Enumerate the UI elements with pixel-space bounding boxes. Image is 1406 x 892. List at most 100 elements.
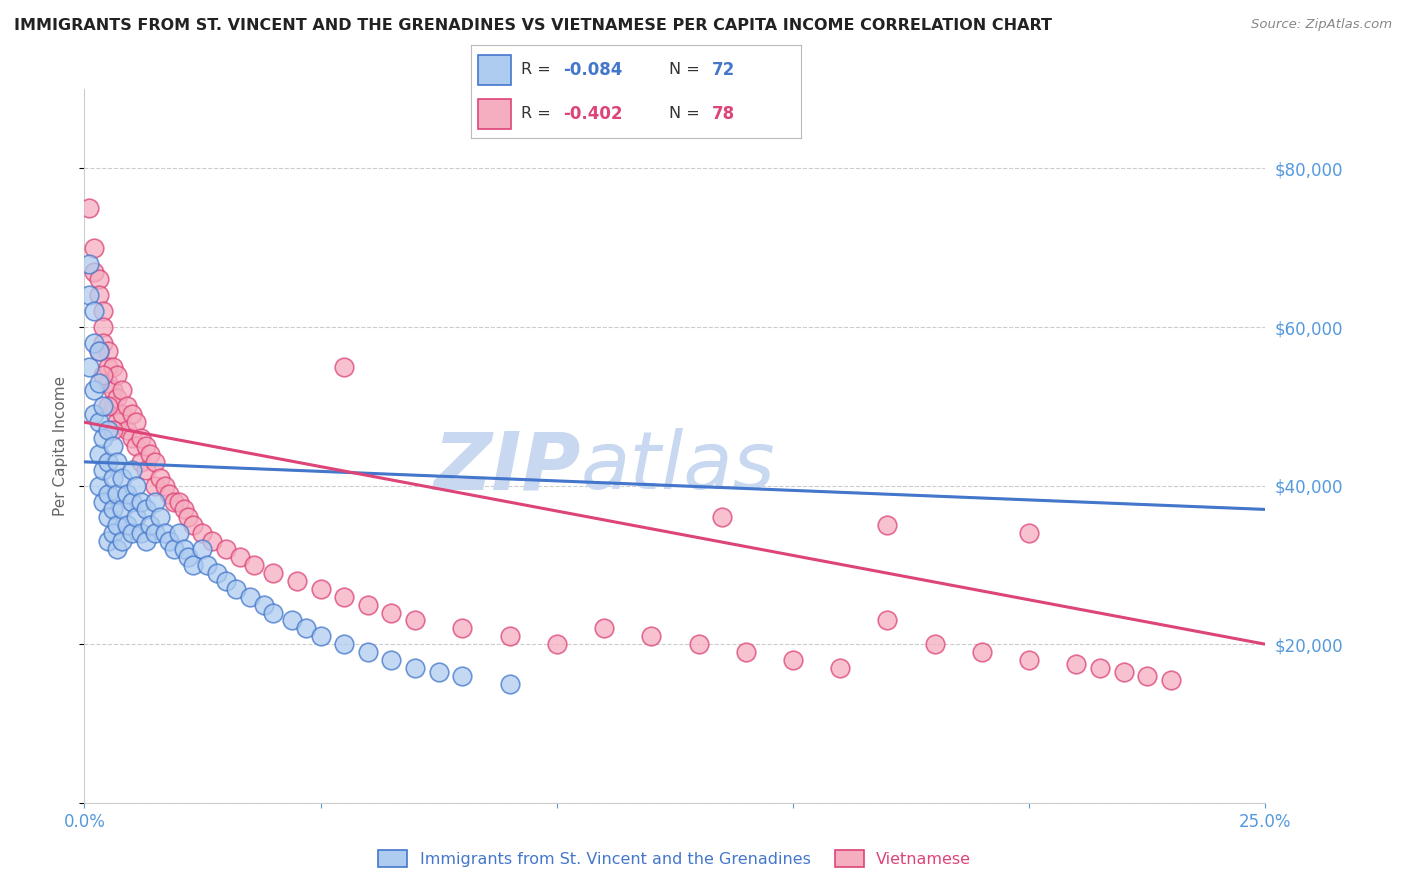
Point — [87, 288, 110, 302]
Point — [177, 510, 200, 524]
Point — [121, 494, 143, 508]
Text: R =: R = — [520, 106, 555, 121]
Point — [91, 368, 114, 382]
Point — [1112, 665, 1135, 679]
Point — [97, 534, 120, 549]
Point — [101, 502, 124, 516]
Point — [77, 201, 100, 215]
Point — [125, 415, 148, 429]
Point — [157, 534, 180, 549]
Point — [87, 447, 110, 461]
Point — [121, 463, 143, 477]
Point — [357, 645, 380, 659]
Point — [111, 534, 134, 549]
Point — [688, 637, 710, 651]
Point — [111, 407, 134, 421]
Point — [285, 574, 308, 588]
Point — [87, 272, 110, 286]
Point — [498, 629, 520, 643]
Point — [163, 494, 186, 508]
Point — [143, 478, 166, 492]
Legend: Immigrants from St. Vincent and the Grenadines, Vietnamese: Immigrants from St. Vincent and the Gren… — [373, 843, 977, 873]
Point — [404, 661, 426, 675]
Point — [125, 478, 148, 492]
Point — [262, 566, 284, 580]
Text: atlas: atlas — [581, 428, 775, 507]
Point — [107, 392, 129, 406]
Bar — [478, 55, 510, 85]
Point — [91, 320, 114, 334]
Point — [640, 629, 662, 643]
Point — [153, 526, 176, 541]
Point — [173, 502, 195, 516]
Point — [309, 582, 332, 596]
Point — [97, 510, 120, 524]
Point — [91, 400, 114, 414]
Point — [91, 335, 114, 350]
Text: IMMIGRANTS FROM ST. VINCENT AND THE GRENADINES VS VIETNAMESE PER CAPITA INCOME C: IMMIGRANTS FROM ST. VINCENT AND THE GREN… — [14, 18, 1052, 33]
Text: Source: ZipAtlas.com: Source: ZipAtlas.com — [1251, 18, 1392, 31]
Point — [1088, 661, 1111, 675]
Point — [404, 614, 426, 628]
Point — [498, 677, 520, 691]
Text: 78: 78 — [713, 105, 735, 123]
Point — [229, 549, 252, 564]
Point — [97, 376, 120, 390]
Point — [157, 486, 180, 500]
Point — [129, 455, 152, 469]
Point — [87, 415, 110, 429]
Point — [139, 518, 162, 533]
Point — [1160, 673, 1182, 687]
Point — [87, 376, 110, 390]
Text: N =: N = — [669, 106, 706, 121]
Point — [333, 359, 356, 374]
Point — [167, 494, 190, 508]
Point — [243, 558, 266, 572]
Bar — [478, 99, 510, 129]
Point — [101, 439, 124, 453]
Point — [115, 518, 138, 533]
Point — [83, 264, 105, 278]
Point — [97, 343, 120, 358]
Point — [1066, 657, 1088, 671]
Point — [177, 549, 200, 564]
Point — [195, 558, 218, 572]
Point — [593, 621, 616, 635]
Point — [97, 423, 120, 437]
Point — [97, 455, 120, 469]
Point — [83, 407, 105, 421]
Point — [782, 653, 804, 667]
Point — [427, 665, 450, 679]
Text: -0.084: -0.084 — [564, 61, 623, 78]
Point — [87, 343, 110, 358]
Point — [97, 359, 120, 374]
Point — [333, 590, 356, 604]
Point — [107, 486, 129, 500]
Point — [191, 542, 214, 557]
Point — [107, 455, 129, 469]
Point — [107, 542, 129, 557]
Point — [115, 423, 138, 437]
Point — [181, 558, 204, 572]
Point — [139, 447, 162, 461]
Point — [295, 621, 318, 635]
Point — [107, 518, 129, 533]
Point — [253, 598, 276, 612]
Point — [87, 343, 110, 358]
Text: N =: N = — [669, 62, 706, 78]
Point — [181, 518, 204, 533]
Point — [101, 471, 124, 485]
Point — [135, 534, 157, 549]
Point — [143, 455, 166, 469]
Point — [380, 653, 402, 667]
Point — [309, 629, 332, 643]
Point — [281, 614, 304, 628]
Point — [167, 526, 190, 541]
Point — [129, 431, 152, 445]
Point — [225, 582, 247, 596]
Point — [111, 471, 134, 485]
Point — [711, 510, 734, 524]
Point — [77, 257, 100, 271]
Point — [451, 669, 474, 683]
Point — [97, 400, 120, 414]
